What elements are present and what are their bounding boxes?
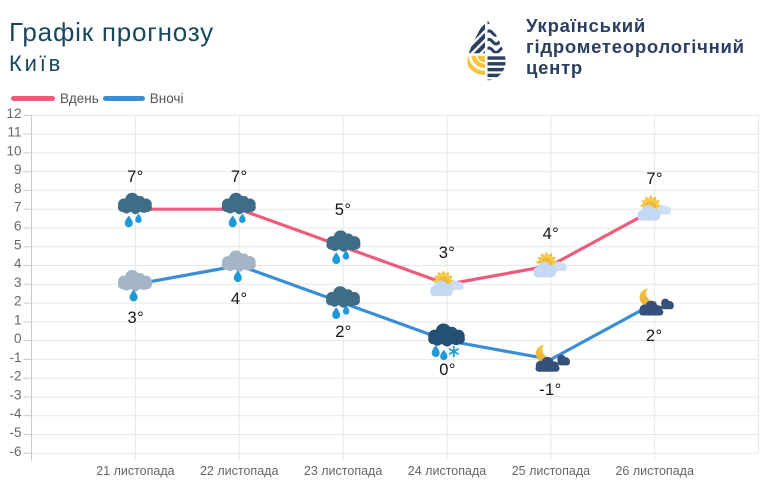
svg-text:-1: -1 (9, 350, 21, 365)
svg-text:5: 5 (14, 237, 22, 252)
svg-text:3°: 3° (128, 309, 145, 327)
svg-text:26 листопада: 26 листопада (615, 464, 693, 478)
svg-text:24 листопада: 24 листопада (408, 464, 486, 478)
svg-text:2: 2 (14, 294, 22, 309)
svg-text:-4: -4 (9, 406, 21, 421)
svg-text:1: 1 (14, 312, 22, 327)
svg-text:10: 10 (6, 143, 21, 158)
svg-text:7°: 7° (646, 170, 663, 188)
svg-text:3°: 3° (439, 244, 456, 262)
svg-text:7°: 7° (231, 168, 248, 186)
svg-text:-6: -6 (9, 444, 21, 459)
svg-text:4°: 4° (231, 290, 248, 308)
svg-text:5°: 5° (335, 201, 352, 219)
svg-text:8: 8 (14, 181, 22, 196)
svg-text:21 листопада: 21 листопада (96, 464, 174, 478)
svg-text:-2: -2 (9, 369, 21, 384)
svg-text:0°: 0° (439, 361, 456, 379)
svg-text:-3: -3 (9, 388, 21, 403)
svg-text:0: 0 (14, 331, 22, 346)
svg-text:-1°: -1° (539, 381, 561, 399)
svg-text:11: 11 (7, 125, 21, 140)
svg-text:12: 12 (6, 106, 21, 121)
svg-text:2°: 2° (335, 323, 352, 341)
svg-text:25 листопада: 25 листопада (512, 464, 590, 478)
svg-text:23 листопада: 23 листопада (304, 464, 382, 478)
svg-text:6: 6 (14, 219, 22, 234)
svg-text:4: 4 (14, 256, 22, 271)
svg-text:7: 7 (14, 200, 22, 215)
svg-text:7°: 7° (127, 168, 144, 186)
svg-text:3: 3 (14, 275, 22, 290)
svg-text:-5: -5 (9, 425, 21, 440)
svg-text:9: 9 (14, 162, 22, 177)
svg-text:2°: 2° (646, 327, 663, 345)
svg-text:4°: 4° (543, 225, 560, 243)
svg-text:22 листопада: 22 листопада (200, 464, 278, 478)
